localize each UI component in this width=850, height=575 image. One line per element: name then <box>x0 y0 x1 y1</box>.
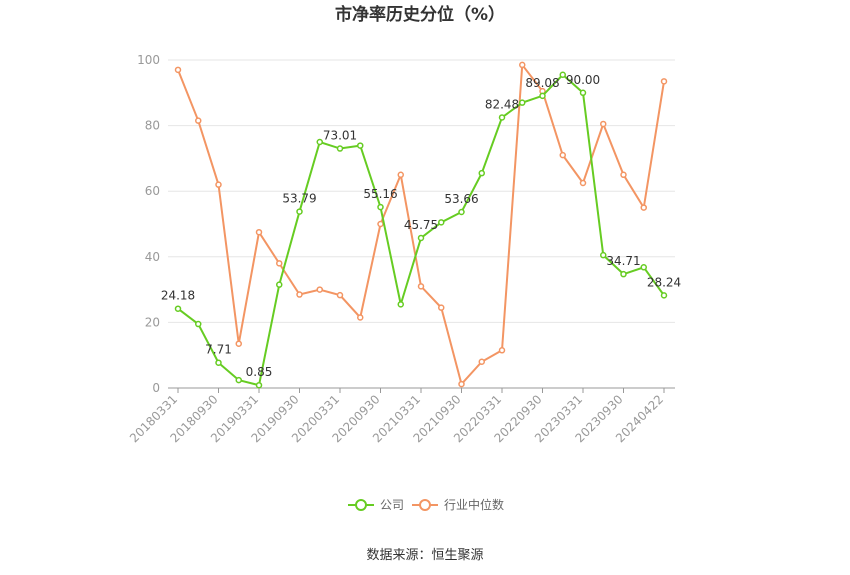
data-label: 7.71 <box>205 343 232 357</box>
legend-label-industry-median: 行业中位数 <box>444 497 504 512</box>
data-point <box>255 381 263 389</box>
legend[interactable]: 公司 行业中位数 <box>348 497 504 512</box>
legend-marker-company <box>355 499 367 511</box>
data-point <box>235 376 242 384</box>
data-label: 0.85 <box>246 365 273 379</box>
data-point <box>215 181 222 188</box>
data-point <box>519 99 526 106</box>
data-point <box>478 169 485 177</box>
data-point <box>478 358 485 366</box>
data-point <box>620 270 627 278</box>
data-label: 34.71 <box>606 254 640 268</box>
data-point <box>579 89 587 97</box>
data-label: 53.66 <box>444 192 478 206</box>
data-point <box>296 208 303 215</box>
y-tick-label: 100 <box>137 53 160 67</box>
data-point <box>640 264 647 271</box>
data-label: 28.24 <box>647 275 681 289</box>
data-labels: 24.18 7.71 0.85 53.79 73.01 55.16 45.75 53.66 82… <box>161 73 681 379</box>
data-point <box>336 145 344 152</box>
data-point <box>397 301 404 308</box>
data-point <box>438 219 445 226</box>
data-point <box>559 151 566 159</box>
data-point <box>215 359 222 366</box>
series-industry-median <box>174 61 668 388</box>
data-point <box>255 228 263 236</box>
chart-title: 市净率历史分位（%） <box>335 4 505 25</box>
legend-label-company: 公司 <box>380 498 404 512</box>
data-point <box>417 234 425 242</box>
series-layer <box>174 61 668 389</box>
y-tick-label: 60 <box>145 184 160 198</box>
y-tick-label: 80 <box>145 119 160 133</box>
y-tick-label: 0 <box>152 381 160 395</box>
y-tick-label: 20 <box>145 315 160 329</box>
data-point <box>620 171 627 179</box>
legend-marker-industry-median <box>419 499 431 511</box>
legend-item-company[interactable]: 公司 <box>348 498 404 512</box>
data-point <box>458 208 465 216</box>
data-point <box>174 305 182 312</box>
data-point <box>195 117 202 124</box>
data-label: 89.08 <box>525 76 559 90</box>
grid <box>168 59 675 323</box>
data-point <box>377 203 384 211</box>
x-axis: 2018033120180930201903312019093020200331… <box>127 387 675 445</box>
data-label: 82.48 <box>485 97 519 111</box>
data-source: 数据来源：恒生聚源 <box>366 548 483 563</box>
data-point <box>579 179 587 187</box>
legend-item-industry-median[interactable]: 行业中位数 <box>412 497 504 512</box>
data-point <box>498 114 506 121</box>
data-point <box>296 291 303 298</box>
data-label: 55.16 <box>363 187 397 201</box>
data-point <box>357 142 364 149</box>
data-point <box>377 220 384 228</box>
data-point <box>357 314 364 321</box>
data-point <box>660 292 668 299</box>
data-point <box>316 286 323 293</box>
data-point <box>600 251 607 259</box>
data-point <box>195 320 202 328</box>
data-point <box>559 71 566 79</box>
data-point <box>660 78 668 85</box>
data-point <box>640 204 647 211</box>
data-label: 24.18 <box>161 289 195 303</box>
data-label: 90.00 <box>566 73 600 87</box>
data-point <box>174 66 182 74</box>
data-label: 73.01 <box>323 129 357 143</box>
y-axis: 0 20 40 60 80 100 <box>137 53 160 395</box>
data-label: 53.79 <box>282 192 316 206</box>
data-point <box>519 61 526 69</box>
data-point <box>336 291 344 299</box>
data-point <box>316 138 323 146</box>
data-point <box>276 260 283 267</box>
data-point <box>397 171 404 179</box>
data-point <box>600 120 607 128</box>
data-point <box>235 340 242 347</box>
data-point <box>276 281 283 288</box>
data-label: 45.75 <box>404 218 438 232</box>
y-tick-label: 40 <box>145 250 160 264</box>
data-point <box>417 283 425 290</box>
data-point <box>458 380 465 388</box>
series-company <box>174 71 668 389</box>
data-point <box>539 92 546 100</box>
data-point <box>438 304 445 311</box>
data-point <box>498 347 506 354</box>
